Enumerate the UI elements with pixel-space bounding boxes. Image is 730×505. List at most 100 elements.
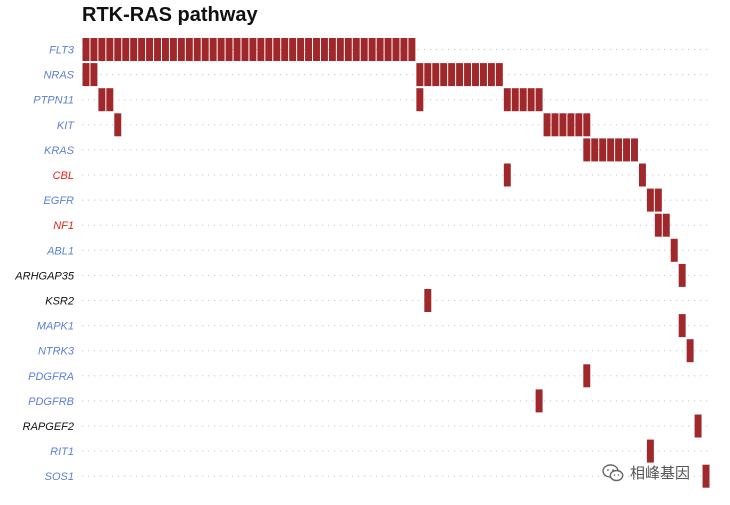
mutation-cell-flt3	[98, 38, 106, 61]
mutation-cell-flt3	[392, 38, 400, 61]
mutation-cell-flt3	[249, 38, 257, 61]
mutation-cell-flt3	[201, 38, 209, 61]
mutation-cell-kit	[559, 113, 567, 137]
mutation-cell-kras	[599, 138, 607, 162]
mutation-cell-flt3	[154, 38, 161, 61]
mutation-cell-nf1	[662, 213, 670, 237]
gene-label-ksr2: KSR2	[45, 296, 74, 308]
mutation-cell-kras	[623, 138, 631, 162]
mutation-cell-ptpn11	[416, 88, 424, 112]
gene-label-pdgfrb: PDGFRB	[28, 396, 74, 408]
mutation-cell-flt3	[368, 38, 376, 61]
gene-label-flt3: FLT3	[49, 45, 75, 57]
mutation-cell-nras	[90, 63, 98, 87]
mutation-cell-kit	[583, 113, 591, 137]
mutation-cell-kit	[543, 113, 551, 137]
mutation-cells	[82, 38, 710, 488]
mutation-cell-flt3	[233, 38, 241, 61]
mutation-cell-flt3	[257, 38, 265, 61]
mutation-cell-abl1	[670, 238, 678, 262]
mutation-cell-flt3	[169, 38, 177, 61]
mutation-cell-rapgef2	[694, 414, 702, 438]
mutation-cell-arhgap35	[678, 263, 686, 287]
watermark-text: 相峰基因	[630, 464, 691, 482]
mutation-cell-flt3	[90, 38, 98, 61]
mutation-cell-flt3	[265, 38, 273, 61]
mutation-cell-nras	[432, 63, 440, 87]
gene-label-ntrk3: NTRK3	[38, 346, 75, 358]
mutation-cell-flt3	[114, 38, 122, 61]
mutation-cell-flt3	[193, 38, 201, 61]
mutation-cell-kit	[567, 113, 575, 137]
mutation-cell-ptpn11	[106, 88, 114, 112]
mutation-cell-kras	[607, 138, 615, 162]
mutation-cell-flt3	[138, 38, 146, 61]
mutation-cell-flt3	[376, 38, 384, 61]
mutation-cell-flt3	[217, 38, 225, 61]
gene-label-ptpn11: PTPN11	[33, 95, 74, 107]
gene-label-nf1: NF1	[53, 220, 74, 232]
mutation-cell-flt3	[384, 38, 392, 61]
mutation-cell-ntrk3	[686, 339, 694, 363]
gene-label-rapgef2: RAPGEF2	[23, 421, 74, 433]
mutation-cell-nras	[440, 63, 448, 87]
gene-label-abl1: ABL1	[46, 245, 74, 257]
mutation-cell-ksr2	[424, 289, 432, 312]
gene-label-nras: NRAS	[43, 70, 74, 82]
mutation-cell-kras	[583, 138, 591, 162]
gene-label-cbl: CBL	[53, 170, 74, 182]
mutation-cell-nras	[456, 63, 464, 87]
mutation-cell-ptpn11	[503, 88, 511, 112]
mutation-cell-flt3	[281, 38, 289, 61]
mutation-cell-flt3	[185, 38, 193, 61]
mutation-cell-kras	[615, 138, 623, 162]
mutation-cell-flt3	[161, 38, 169, 61]
mutation-cell-kit	[551, 113, 559, 137]
gene-label-sos1: SOS1	[45, 471, 74, 483]
gridlines	[82, 49, 710, 477]
mutation-cell-flt3	[130, 38, 138, 61]
mutation-cell-kras	[591, 138, 599, 162]
mutation-cell-egfr	[646, 188, 654, 212]
mutation-cell-pdgfra	[583, 364, 591, 388]
mutation-cell-flt3	[82, 38, 90, 61]
mutation-cell-cbl	[503, 163, 511, 187]
mutation-cell-nras	[82, 63, 90, 87]
mutation-cell-flt3	[344, 38, 352, 61]
mutation-cell-ptpn11	[527, 88, 535, 112]
mutation-cell-ptpn11	[519, 88, 527, 112]
gene-label-kit: KIT	[57, 120, 75, 132]
mutation-cell-flt3	[177, 38, 185, 61]
mutation-cell-flt3	[313, 38, 320, 61]
mutation-cell-flt3	[328, 38, 336, 61]
mutation-cell-kras	[631, 138, 638, 162]
mutation-cell-flt3	[273, 38, 281, 61]
mutation-cell-flt3	[209, 38, 217, 61]
gene-label-kras: KRAS	[44, 145, 75, 157]
mutation-cell-rit1	[646, 439, 654, 463]
mutation-cell-ptpn11	[511, 88, 519, 112]
mutation-cell-flt3	[400, 38, 408, 61]
mutation-cell-pdgfrb	[535, 389, 543, 413]
mutation-cell-flt3	[297, 38, 305, 61]
mutation-cell-ptpn11	[98, 88, 106, 112]
gene-labels: FLT3 NRAS PTPN11 KIT KRAS CBL EGFR NF1 ABL1 ARHGA…	[14, 45, 75, 484]
mutation-cell-nras	[472, 63, 479, 87]
mutation-cell-sos1	[702, 464, 710, 488]
mutation-cell-nf1	[654, 213, 662, 237]
mutation-cell-flt3	[122, 38, 130, 61]
gene-label-mapk1: MAPK1	[37, 321, 74, 333]
watermark: 相峰基因	[602, 462, 690, 483]
gene-label-arhgap35: ARHGAP35	[14, 270, 75, 282]
mutation-cell-flt3	[146, 38, 154, 61]
mutation-cell-kit	[575, 113, 583, 137]
mutation-cell-flt3	[289, 38, 297, 61]
gene-label-egfr: EGFR	[43, 195, 74, 207]
mutation-cell-flt3	[305, 38, 313, 61]
mutation-cell-nras	[487, 63, 495, 87]
chart-title: RTK-RAS pathway	[82, 4, 258, 26]
mutation-cell-nras	[416, 63, 424, 87]
mutation-cell-flt3	[336, 38, 344, 61]
mutation-cell-nras	[479, 63, 487, 87]
